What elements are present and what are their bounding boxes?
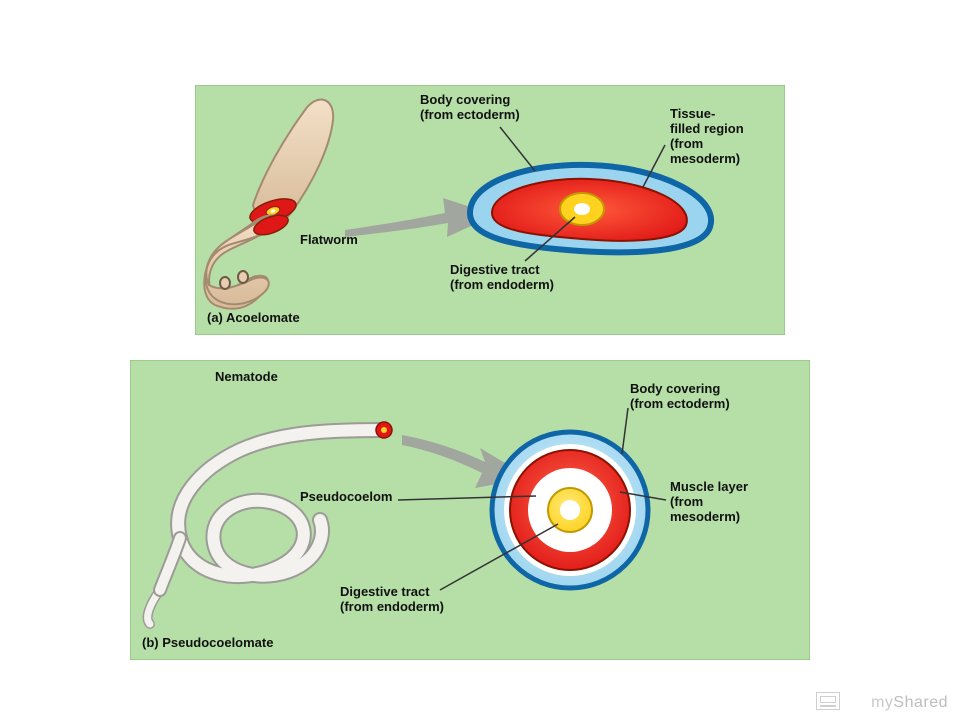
panel-acoelomate: Body covering (from ectoderm) Tissue- fi… [195, 85, 785, 335]
stage: Body covering (from ectoderm) Tissue- fi… [0, 0, 960, 720]
label-digestive-b: Digestive tract (from endoderm) [340, 585, 444, 615]
panel-pseudocoelomate: Nematode Body covering (from ectoderm) M… [130, 360, 810, 660]
label-body-covering-b: Body covering (from ectoderm) [630, 382, 730, 412]
watermark-left: my [871, 694, 893, 711]
label-nematode: Nematode [215, 370, 278, 385]
watermark: myShared [871, 694, 948, 712]
label-body-covering-a: Body covering (from ectoderm) [420, 93, 520, 123]
caption-a: (a) Acoelomate [207, 310, 300, 325]
label-flatworm: Flatworm [300, 233, 358, 248]
label-digestive-a: Digestive tract (from endoderm) [450, 263, 554, 293]
slide-thumbnail-icon [816, 692, 840, 710]
label-pseudocoelom: Pseudocoelom [300, 490, 392, 505]
label-tissue-region: Tissue- filled region (from mesoderm) [670, 107, 744, 167]
label-muscle: Muscle layer (from mesoderm) [670, 480, 748, 525]
watermark-right: Shared [893, 694, 948, 711]
caption-b: (b) Pseudocoelomate [142, 635, 273, 650]
